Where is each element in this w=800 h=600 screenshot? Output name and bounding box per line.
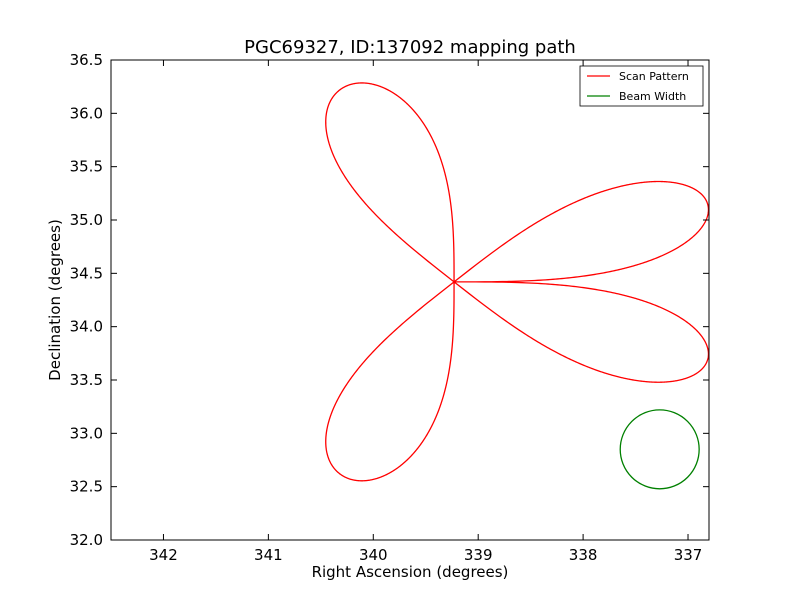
- legend: Scan Pattern Beam Width: [579, 65, 704, 107]
- y-axis: 32.0 32.5 33.0 33.5 34.0 34.5 35.0 35.5 36.0 36.5: [70, 51, 709, 549]
- scan-pattern-line: [325, 82, 709, 482]
- beam-width-circle: [619, 409, 700, 490]
- series-layer: [325, 82, 709, 490]
- y-tick-label: 33.5: [70, 371, 103, 389]
- y-tick-label: 36.0: [70, 104, 103, 122]
- chart-title: PGC69327, ID:137092 mapping path: [244, 37, 576, 58]
- y-axis-label: Declination (degrees): [46, 219, 64, 381]
- y-tick-label: 35.5: [70, 158, 103, 176]
- y-tick-label: 32.5: [70, 478, 103, 496]
- legend-label-beam-width: Beam Width: [619, 90, 686, 103]
- legend-box: [579, 65, 704, 107]
- legend-label-scan-pattern: Scan Pattern: [619, 70, 689, 83]
- x-tick-label: 339: [464, 546, 493, 564]
- y-tick-label: 34.5: [70, 264, 103, 282]
- x-tick-label: 342: [149, 546, 178, 564]
- y-tick-label: 34.0: [70, 318, 103, 336]
- x-tick-label: 338: [569, 546, 598, 564]
- x-tick-label: 341: [254, 546, 283, 564]
- plot-frame: [110, 59, 710, 541]
- y-tick-label: 32.0: [70, 531, 103, 549]
- x-axis-label: Right Ascension (degrees): [312, 563, 509, 581]
- x-tick-label: 337: [674, 546, 703, 564]
- x-axis: 342 341 340 339 338 337: [149, 60, 702, 564]
- x-tick-label: 340: [359, 546, 388, 564]
- y-tick-label: 33.0: [70, 424, 103, 442]
- y-tick-label: 35.0: [70, 211, 103, 229]
- y-tick-label: 36.5: [70, 51, 103, 69]
